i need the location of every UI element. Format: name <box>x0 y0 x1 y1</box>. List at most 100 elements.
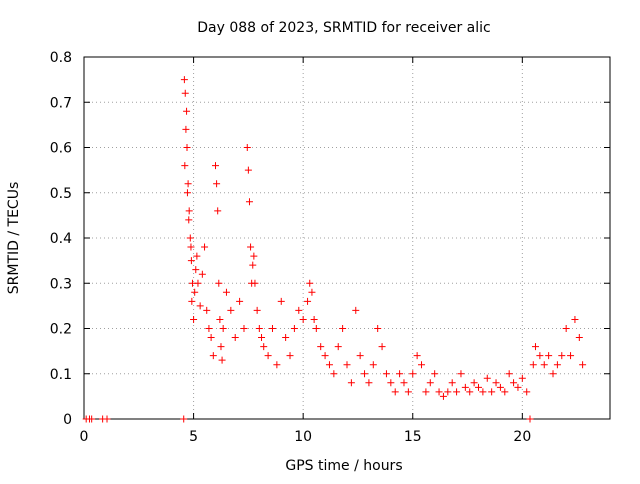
data-point <box>317 343 325 351</box>
data-point <box>321 352 329 360</box>
data-point <box>227 306 235 314</box>
data-point <box>448 379 456 387</box>
data-point <box>431 370 439 378</box>
data-point <box>310 315 318 323</box>
data-point <box>409 370 417 378</box>
data-point <box>365 379 373 387</box>
data-point <box>190 315 198 323</box>
data-point <box>501 388 509 396</box>
data-point <box>579 361 587 369</box>
y-tick-label: 0.4 <box>50 231 72 247</box>
data-point <box>444 388 452 396</box>
data-point <box>260 343 268 351</box>
data-point <box>198 270 206 278</box>
data-point <box>518 374 526 382</box>
data-point <box>250 252 258 260</box>
data-point <box>187 257 195 265</box>
x-tick-label: 5 <box>189 429 198 445</box>
data-point <box>325 361 333 369</box>
data-point <box>306 279 314 287</box>
data-point <box>352 306 360 314</box>
points-layer <box>82 76 587 423</box>
data-point <box>231 334 239 342</box>
data-point <box>191 288 199 296</box>
data-point <box>222 288 230 296</box>
y-tick-label: 0.5 <box>50 186 72 202</box>
data-point <box>567 352 575 360</box>
y-axis-label: SRMTID / TECUs <box>6 182 22 295</box>
data-point <box>558 352 566 360</box>
data-point <box>244 166 252 174</box>
data-point <box>422 388 430 396</box>
data-point <box>184 180 192 188</box>
data-point <box>188 297 196 305</box>
data-point <box>186 234 194 242</box>
data-point <box>553 361 561 369</box>
data-point <box>180 415 188 423</box>
data-point <box>457 370 465 378</box>
data-point <box>205 325 213 332</box>
data-point <box>192 266 200 274</box>
data-point <box>540 361 548 369</box>
data-point <box>426 379 434 387</box>
data-point <box>334 343 342 351</box>
data-point <box>183 107 191 115</box>
data-point <box>510 379 518 387</box>
tick-layer: 0 0.1 0.2 0.3 0.4 0.5 0.6 0.7 0.8 0 5 10 15 20 <box>50 50 610 445</box>
data-point <box>356 352 364 360</box>
data-point <box>201 243 209 251</box>
data-point <box>217 343 225 351</box>
data-point <box>282 334 290 342</box>
data-point <box>249 261 257 269</box>
data-point <box>505 370 513 378</box>
data-point <box>479 388 487 396</box>
data-point <box>214 207 222 215</box>
chart-title: Day 088 of 2023, SRMTID for receiver ali… <box>197 20 490 36</box>
data-point <box>180 76 188 84</box>
data-point <box>536 352 544 360</box>
data-point <box>529 361 537 369</box>
data-point <box>391 388 399 396</box>
data-point <box>299 315 307 323</box>
data-point <box>273 361 281 369</box>
data-point <box>514 383 522 391</box>
data-point <box>213 180 221 188</box>
data-point <box>562 325 570 332</box>
data-point <box>203 306 211 314</box>
data-point <box>575 334 583 342</box>
data-point <box>312 325 320 332</box>
data-point <box>290 325 298 332</box>
data-point <box>531 343 539 351</box>
data-point <box>88 415 96 423</box>
data-point <box>545 352 553 360</box>
data-point <box>216 315 224 323</box>
data-point <box>193 252 201 260</box>
data-point <box>549 370 557 378</box>
data-point <box>387 379 395 387</box>
data-point <box>330 370 338 378</box>
y-tick-label: 0.7 <box>50 95 72 111</box>
data-point <box>103 415 111 423</box>
data-point <box>219 325 227 332</box>
data-point <box>182 125 190 133</box>
data-point <box>369 361 377 369</box>
data-point <box>523 388 531 396</box>
x-axis-label: GPS time / hours <box>285 458 402 474</box>
data-point <box>277 297 285 305</box>
data-point <box>295 306 303 314</box>
data-point <box>571 315 579 323</box>
y-tick-label: 0.2 <box>50 322 72 338</box>
data-point <box>470 379 478 387</box>
data-point <box>286 352 294 360</box>
data-point <box>181 162 189 170</box>
y-tick-label: 0.1 <box>50 367 72 383</box>
data-point <box>439 392 447 400</box>
data-point <box>255 325 263 332</box>
data-point <box>247 243 255 251</box>
data-point <box>396 370 404 378</box>
data-point <box>181 89 189 97</box>
data-point <box>194 279 202 287</box>
data-point <box>253 306 261 314</box>
y-tick-label: 0.6 <box>50 141 72 157</box>
